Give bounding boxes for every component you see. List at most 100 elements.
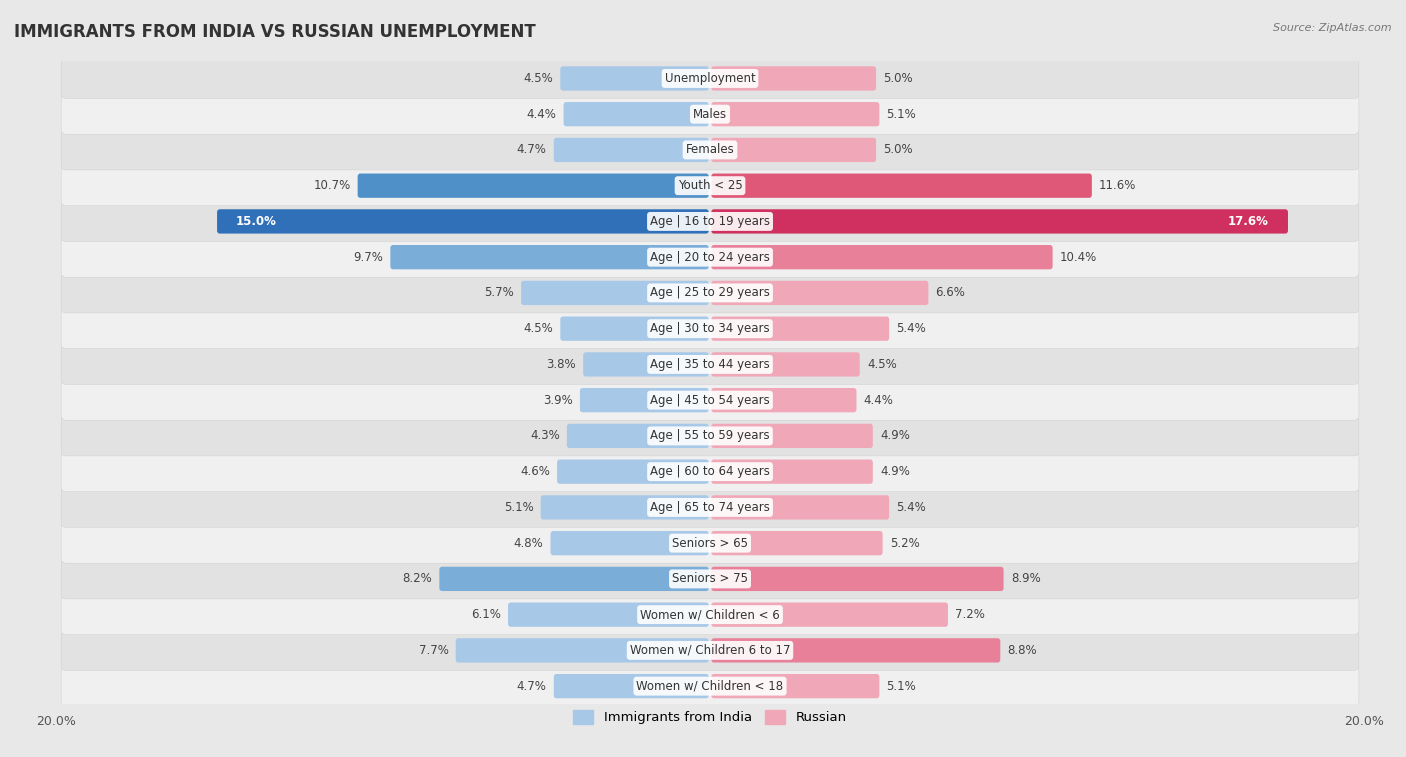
Text: 4.5%: 4.5% — [868, 358, 897, 371]
FancyBboxPatch shape — [217, 209, 709, 234]
Text: 5.1%: 5.1% — [503, 501, 533, 514]
Text: 4.4%: 4.4% — [863, 394, 894, 407]
FancyBboxPatch shape — [391, 245, 709, 269]
Text: 9.7%: 9.7% — [353, 251, 382, 263]
FancyBboxPatch shape — [711, 459, 873, 484]
Text: 5.4%: 5.4% — [897, 501, 927, 514]
FancyBboxPatch shape — [564, 102, 709, 126]
FancyBboxPatch shape — [439, 567, 709, 591]
Text: Age | 55 to 59 years: Age | 55 to 59 years — [650, 429, 770, 442]
Text: 17.6%: 17.6% — [1229, 215, 1270, 228]
Text: 5.7%: 5.7% — [484, 286, 515, 300]
Text: 8.8%: 8.8% — [1008, 644, 1038, 657]
Text: 3.9%: 3.9% — [543, 394, 572, 407]
FancyBboxPatch shape — [711, 638, 1000, 662]
FancyBboxPatch shape — [711, 603, 948, 627]
FancyBboxPatch shape — [554, 674, 709, 698]
FancyBboxPatch shape — [711, 424, 873, 448]
Text: 5.1%: 5.1% — [887, 107, 917, 120]
Text: Youth < 25: Youth < 25 — [678, 179, 742, 192]
FancyBboxPatch shape — [60, 130, 1360, 170]
Text: 4.8%: 4.8% — [513, 537, 543, 550]
Text: Age | 20 to 24 years: Age | 20 to 24 years — [650, 251, 770, 263]
Text: 7.7%: 7.7% — [419, 644, 449, 657]
FancyBboxPatch shape — [522, 281, 709, 305]
Text: 5.4%: 5.4% — [897, 322, 927, 335]
Text: Males: Males — [693, 107, 727, 120]
Text: 8.9%: 8.9% — [1011, 572, 1040, 585]
Text: 4.7%: 4.7% — [517, 680, 547, 693]
FancyBboxPatch shape — [60, 166, 1360, 206]
Text: 10.4%: 10.4% — [1060, 251, 1097, 263]
Text: Age | 16 to 19 years: Age | 16 to 19 years — [650, 215, 770, 228]
Text: 4.5%: 4.5% — [523, 322, 553, 335]
FancyBboxPatch shape — [60, 666, 1360, 706]
FancyBboxPatch shape — [60, 595, 1360, 634]
FancyBboxPatch shape — [711, 316, 889, 341]
FancyBboxPatch shape — [711, 67, 876, 91]
Text: Females: Females — [686, 143, 734, 157]
FancyBboxPatch shape — [711, 245, 1053, 269]
FancyBboxPatch shape — [60, 309, 1360, 349]
Text: Seniors > 65: Seniors > 65 — [672, 537, 748, 550]
Text: Women w/ Children < 18: Women w/ Children < 18 — [637, 680, 783, 693]
Text: 7.2%: 7.2% — [955, 608, 986, 621]
Text: 8.2%: 8.2% — [402, 572, 432, 585]
FancyBboxPatch shape — [567, 424, 709, 448]
FancyBboxPatch shape — [60, 58, 1360, 98]
FancyBboxPatch shape — [60, 344, 1360, 385]
FancyBboxPatch shape — [357, 173, 709, 198]
FancyBboxPatch shape — [711, 495, 889, 519]
Text: IMMIGRANTS FROM INDIA VS RUSSIAN UNEMPLOYMENT: IMMIGRANTS FROM INDIA VS RUSSIAN UNEMPLO… — [14, 23, 536, 41]
FancyBboxPatch shape — [60, 452, 1360, 492]
Text: 6.1%: 6.1% — [471, 608, 501, 621]
FancyBboxPatch shape — [711, 674, 879, 698]
FancyBboxPatch shape — [711, 209, 1288, 234]
FancyBboxPatch shape — [711, 281, 928, 305]
Text: 5.2%: 5.2% — [890, 537, 920, 550]
FancyBboxPatch shape — [711, 102, 879, 126]
FancyBboxPatch shape — [579, 388, 709, 413]
FancyBboxPatch shape — [508, 603, 709, 627]
Text: Age | 65 to 74 years: Age | 65 to 74 years — [650, 501, 770, 514]
Text: Unemployment: Unemployment — [665, 72, 755, 85]
FancyBboxPatch shape — [561, 67, 709, 91]
FancyBboxPatch shape — [60, 273, 1360, 313]
Legend: Immigrants from India, Russian: Immigrants from India, Russian — [568, 705, 852, 730]
FancyBboxPatch shape — [60, 523, 1360, 563]
FancyBboxPatch shape — [60, 94, 1360, 134]
FancyBboxPatch shape — [711, 567, 1004, 591]
Text: Women w/ Children < 6: Women w/ Children < 6 — [640, 608, 780, 621]
Text: 6.6%: 6.6% — [935, 286, 966, 300]
FancyBboxPatch shape — [711, 531, 883, 556]
Text: Source: ZipAtlas.com: Source: ZipAtlas.com — [1274, 23, 1392, 33]
FancyBboxPatch shape — [60, 631, 1360, 671]
Text: 5.0%: 5.0% — [883, 143, 912, 157]
Text: 4.6%: 4.6% — [520, 465, 550, 478]
FancyBboxPatch shape — [557, 459, 709, 484]
Text: Women w/ Children 6 to 17: Women w/ Children 6 to 17 — [630, 644, 790, 657]
FancyBboxPatch shape — [711, 352, 859, 376]
FancyBboxPatch shape — [60, 237, 1360, 277]
Text: 5.0%: 5.0% — [883, 72, 912, 85]
Text: 4.7%: 4.7% — [517, 143, 547, 157]
FancyBboxPatch shape — [456, 638, 709, 662]
Text: Age | 35 to 44 years: Age | 35 to 44 years — [650, 358, 770, 371]
FancyBboxPatch shape — [60, 559, 1360, 599]
Text: Age | 45 to 54 years: Age | 45 to 54 years — [650, 394, 770, 407]
Text: 10.7%: 10.7% — [314, 179, 350, 192]
Text: Age | 25 to 29 years: Age | 25 to 29 years — [650, 286, 770, 300]
FancyBboxPatch shape — [60, 380, 1360, 420]
FancyBboxPatch shape — [60, 416, 1360, 456]
FancyBboxPatch shape — [583, 352, 709, 376]
FancyBboxPatch shape — [711, 138, 876, 162]
FancyBboxPatch shape — [554, 138, 709, 162]
FancyBboxPatch shape — [551, 531, 709, 556]
FancyBboxPatch shape — [60, 201, 1360, 241]
Text: Age | 60 to 64 years: Age | 60 to 64 years — [650, 465, 770, 478]
Text: 4.9%: 4.9% — [880, 465, 910, 478]
Text: Seniors > 75: Seniors > 75 — [672, 572, 748, 585]
Text: 11.6%: 11.6% — [1099, 179, 1136, 192]
FancyBboxPatch shape — [60, 488, 1360, 528]
Text: 4.5%: 4.5% — [523, 72, 553, 85]
